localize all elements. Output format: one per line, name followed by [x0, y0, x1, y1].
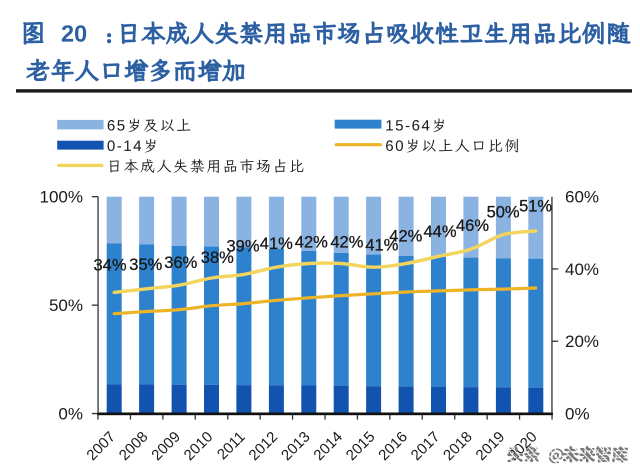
svg-text:60%: 60%: [565, 188, 599, 207]
svg-text:38%: 38%: [201, 249, 234, 267]
svg-text:50%: 50%: [487, 204, 520, 222]
svg-text:51%: 51%: [519, 197, 552, 215]
svg-text:36%: 36%: [164, 254, 197, 272]
svg-text:50%: 50%: [49, 296, 83, 315]
svg-text:35%: 35%: [129, 256, 162, 274]
svg-text:42%: 42%: [295, 233, 328, 251]
svg-text:42%: 42%: [330, 233, 363, 251]
svg-text:41%: 41%: [260, 235, 293, 253]
svg-text:0%: 0%: [58, 404, 83, 423]
svg-text:34%: 34%: [93, 257, 126, 275]
svg-text:44%: 44%: [423, 223, 456, 241]
svg-text:100%: 100%: [40, 188, 83, 207]
svg-text:0%: 0%: [565, 404, 590, 423]
svg-text:46%: 46%: [456, 217, 489, 235]
svg-text:20%: 20%: [565, 332, 599, 351]
svg-text:39%: 39%: [226, 237, 259, 255]
svg-text:40%: 40%: [565, 260, 599, 279]
svg-text:42%: 42%: [389, 227, 422, 245]
svg-text:41%: 41%: [365, 237, 398, 255]
